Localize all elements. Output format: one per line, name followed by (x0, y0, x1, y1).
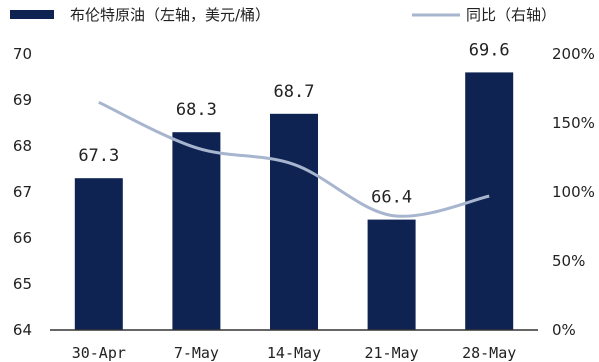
legend: 布伦特原油（左轴，美元/桶） 同比（右轴） (10, 6, 556, 24)
left-tick: 66 (13, 229, 32, 247)
bar-series (74, 72, 514, 331)
data-label: 69.6 (469, 40, 510, 60)
right-tick: 0% (552, 321, 576, 339)
bar-30-apr (74, 178, 123, 330)
x-axis: 30-Apr 7-May 14-May 21-May 28-May (72, 344, 517, 362)
data-label: 66.4 (371, 188, 412, 208)
left-tick: 69 (13, 91, 32, 109)
right-axis: 0% 50% 100% 150% 200% (552, 45, 595, 339)
left-tick: 70 (13, 45, 32, 63)
line-series (98, 100, 490, 218)
x-tick-label: 7-May (174, 344, 219, 362)
bar-21-may (367, 219, 416, 330)
legend-label-bar: 布伦特原油（左轴，美元/桶） (70, 6, 270, 24)
x-tick-label: 21-May (365, 344, 419, 362)
left-tick: 67 (13, 183, 32, 201)
x-tick-label: 28-May (462, 344, 516, 362)
legend-label-line: 同比（右轴） (466, 6, 556, 24)
left-axis: 64 65 66 67 68 69 70 (13, 45, 32, 339)
left-tick: 64 (13, 321, 32, 339)
x-tick-label: 30-Apr (72, 344, 126, 362)
right-tick: 100% (552, 183, 595, 201)
legend-swatch-bar (10, 10, 54, 19)
bar-14-may (270, 113, 318, 330)
yoy-line (98, 100, 490, 218)
right-tick: 150% (552, 114, 595, 132)
left-tick: 65 (13, 275, 32, 293)
data-label: 68.7 (274, 82, 315, 102)
bar-7-may (172, 132, 221, 330)
data-labels: 67.3 68.3 68.7 66.4 69.6 (78, 40, 509, 207)
left-tick: 68 (13, 137, 32, 155)
right-tick: 200% (552, 45, 595, 63)
x-tick-label: 14-May (267, 344, 321, 362)
data-label: 68.3 (176, 100, 217, 120)
right-tick: 50% (552, 252, 585, 270)
data-label: 67.3 (78, 146, 119, 166)
